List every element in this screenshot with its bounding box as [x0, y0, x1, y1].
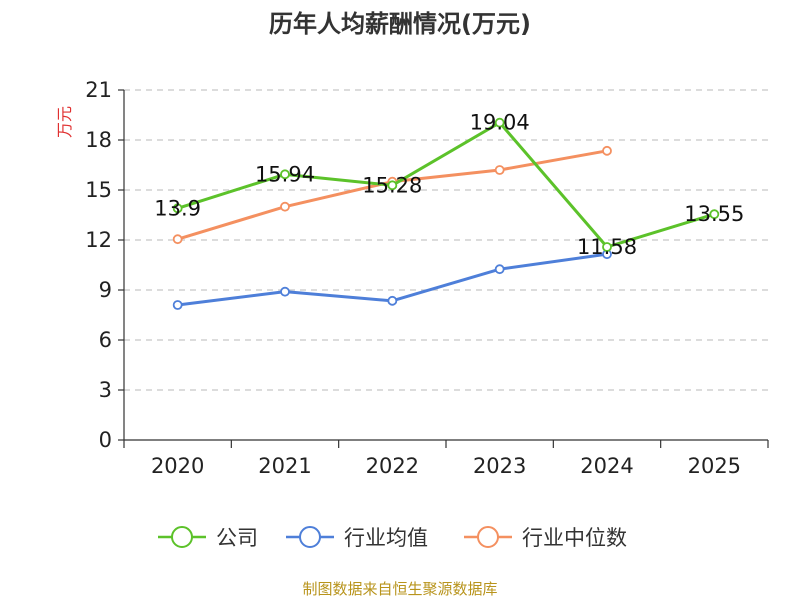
legend-item-industry-mean[interactable]: 行业均值 — [286, 526, 428, 550]
data-label: 15.28 — [362, 173, 422, 197]
x-tick-label: 2020 — [151, 454, 204, 478]
data-point — [172, 203, 183, 214]
series-line — [177, 121, 715, 249]
data-label: 19.04 — [470, 111, 530, 135]
axes: 0 3 6 9 12 15 18 21 2020 2021 2022 2023 2024 2025 — [85, 78, 769, 478]
y-tick-label: 0 — [99, 428, 112, 452]
data-point — [494, 165, 505, 175]
x-tick-label: 2023 — [473, 454, 526, 478]
y-tick-label: 9 — [99, 278, 112, 302]
data-point — [172, 234, 183, 245]
chart-title: 历年人均薪酬情况(万元) — [269, 10, 531, 38]
data-point — [280, 286, 290, 297]
gridlines — [124, 89, 768, 391]
data-point — [387, 180, 398, 191]
data-point — [602, 242, 612, 252]
y-tick-label: 15 — [85, 178, 112, 202]
legend-label: 行业中位数 — [522, 526, 627, 550]
y-tick-label: 18 — [85, 128, 112, 152]
series-company — [172, 117, 720, 252]
legend[interactable]: 公司 行业均值 行业中位数 — [158, 526, 627, 550]
legend-item-company[interactable]: 公司 — [158, 526, 258, 550]
data-point — [494, 117, 505, 128]
x-tick-label: 2021 — [258, 454, 311, 478]
data-point — [602, 145, 612, 156]
legend-marker-icon — [299, 526, 321, 548]
data-point — [494, 264, 505, 275]
data-label: 15.94 — [255, 162, 315, 186]
y-tick-label: 3 — [99, 378, 112, 402]
data-point — [709, 209, 720, 220]
data-label: 13.9 — [154, 196, 201, 220]
y-tick-label: 21 — [85, 78, 112, 102]
series-industry-mean — [172, 249, 612, 310]
y-tick-label: 6 — [99, 328, 112, 352]
source-note: 制图数据来自恒生聚源数据库 — [302, 580, 497, 598]
legend-item-industry-median[interactable]: 行业中位数 — [464, 526, 627, 550]
y-axis-label: 万元 — [55, 106, 74, 138]
x-tick-label: 2025 — [688, 454, 741, 478]
data-point — [387, 295, 398, 306]
data-point — [172, 300, 183, 310]
data-point — [280, 169, 290, 180]
data-point — [280, 201, 290, 212]
legend-label: 行业均值 — [344, 526, 428, 550]
data-label: 13.55 — [684, 202, 744, 226]
x-tick-label: 2024 — [580, 454, 633, 478]
y-tick-label: 12 — [85, 228, 112, 252]
series-lines — [172, 117, 720, 310]
legend-label: 公司 — [216, 526, 258, 550]
legend-marker-icon — [477, 526, 499, 548]
legend-marker-icon — [171, 526, 193, 548]
x-tick-label: 2022 — [366, 454, 419, 478]
data-labels: 13.9 15.94 15.28 19.04 11.58 13.55 — [154, 111, 744, 259]
data-label: 11.58 — [577, 235, 637, 259]
